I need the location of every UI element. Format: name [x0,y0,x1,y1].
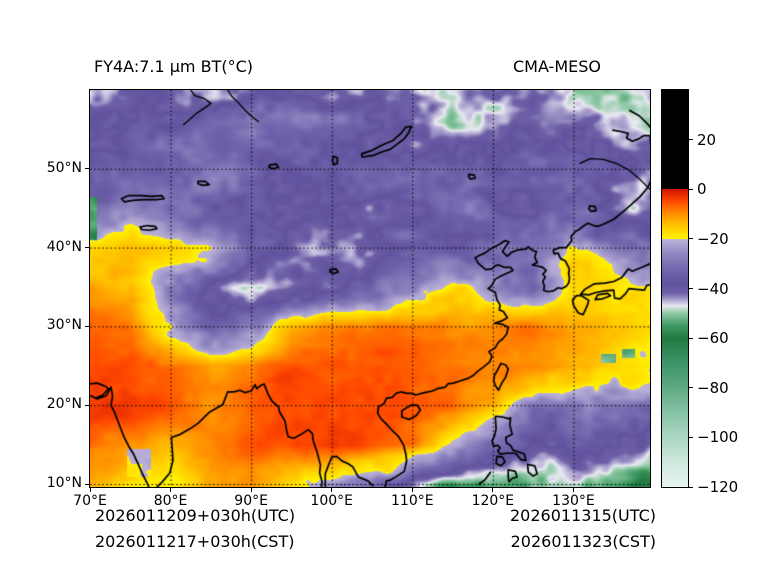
x-tick-label: 120°E [471,493,515,509]
colorbar-tick-label: −20 [697,229,729,248]
y-tick-label: 50°N [46,159,82,176]
valid-time-utc: 2026011315(UTC) [510,506,656,525]
colorbar [661,89,689,488]
init-time-cst: 2026011217+030h(CST) [95,532,295,551]
x-tick-label: 80°E [153,493,188,509]
y-tick-label: 20°N [46,396,82,413]
x-tick-label: 130°E [552,493,595,509]
colorbar-tick-mark [689,436,693,438]
colorbar-tick-label: −120 [697,478,739,496]
init-time-utc: 2026011209+030h(UTC) [95,506,296,525]
x-tick-label: 100°E [310,493,354,509]
y-tick-mark [85,325,89,327]
x-tick-label: 90°E [234,493,268,509]
x-tick-mark [411,488,413,492]
colorbar-tick-mark [689,139,693,141]
colorbar-tick-mark [689,387,693,389]
y-tick-label: 30°N [46,317,82,334]
x-tick-mark [492,488,494,492]
x-tick-label: 110°E [391,493,434,509]
colorbar-tick-label: −100 [697,428,739,447]
x-tick-mark [572,488,574,492]
colorbar-tick-mark [689,238,693,240]
x-tick-mark [170,488,172,492]
y-tick-mark [85,168,89,170]
model-name-title: CMA-MESO [512,57,601,76]
colorbar-tick-label: −40 [697,279,729,298]
footer-init-time: 2026011209+030h(UTC) 2026011217+030h(CST… [95,503,295,555]
figure-title-left: FY4A:7.1 μm BT(°C) [94,57,253,76]
y-tick-label: 40°N [46,238,82,255]
footer-valid-time: 2026011315(UTC) 2026011323(CST) [510,503,656,555]
y-tick-mark [85,247,89,249]
y-tick-mark [85,404,89,406]
colorbar-tick-mark [689,188,693,190]
x-tick-mark [89,488,91,492]
colorbar-tick-mark [689,337,693,339]
map-canvas [90,90,650,487]
y-tick-mark [85,483,89,485]
colorbar-tick-mark [689,486,693,488]
colorbar-tick-label: −80 [697,378,729,397]
colorbar-tick-label: 20 [697,130,717,149]
y-tick-label: 10°N [46,475,82,491]
x-tick-mark [331,488,333,492]
colorbar-tick-label: 0 [697,180,707,199]
x-tick-label: 70°E [73,493,107,509]
colorbar-tick-mark [689,288,693,289]
x-tick-mark [250,488,252,492]
colorbar-tick-label: −60 [697,329,729,348]
valid-time-cst: 2026011323(CST) [510,532,656,551]
